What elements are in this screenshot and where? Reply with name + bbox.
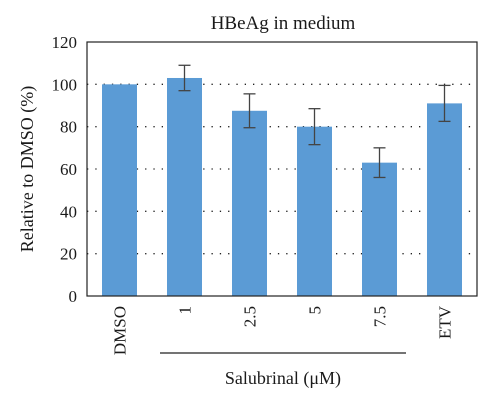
bar-1: [167, 77, 202, 296]
bar-2-5: [232, 110, 267, 297]
error-bar: [373, 147, 386, 179]
gridlines: [87, 83, 477, 255]
group-label: Salubrinal (μM): [225, 368, 341, 389]
x-category-label: 2.5: [241, 306, 260, 327]
error-bar: [438, 84, 451, 123]
y-tick-label: 0: [69, 287, 78, 306]
x-category-label: ETV: [436, 305, 455, 339]
x-category-labels: DMSO 1 2.5 5 7.5 ETV: [111, 305, 455, 355]
y-tick-labels: 0 20 40 60 80 100 120: [52, 33, 78, 306]
bars: [102, 77, 462, 297]
x-category-label: DMSO: [111, 306, 130, 355]
y-tick-label: 80: [60, 118, 77, 137]
error-bar: [243, 93, 256, 129]
y-axis-label: Relative to DMSO (%): [17, 86, 38, 252]
y-tick-label: 60: [60, 160, 77, 179]
y-tick-label: 40: [60, 202, 77, 221]
y-tick-label: 100: [52, 75, 78, 94]
error-bar: [308, 108, 321, 146]
bar-7-5: [362, 162, 397, 296]
error-bar: [178, 64, 191, 92]
bar-etv: [427, 103, 462, 296]
chart-title: HBeAg in medium: [211, 13, 356, 34]
y-tick-label: 20: [60, 245, 77, 264]
bar-dmso: [102, 84, 137, 296]
x-category-label: 1: [176, 306, 195, 315]
y-tick-label: 120: [52, 33, 78, 52]
bar-5: [297, 126, 332, 297]
plot-frame: [86, 41, 478, 297]
error-bars: [178, 64, 451, 179]
x-category-label: 5: [306, 306, 325, 315]
x-category-label: 7.5: [371, 306, 390, 327]
